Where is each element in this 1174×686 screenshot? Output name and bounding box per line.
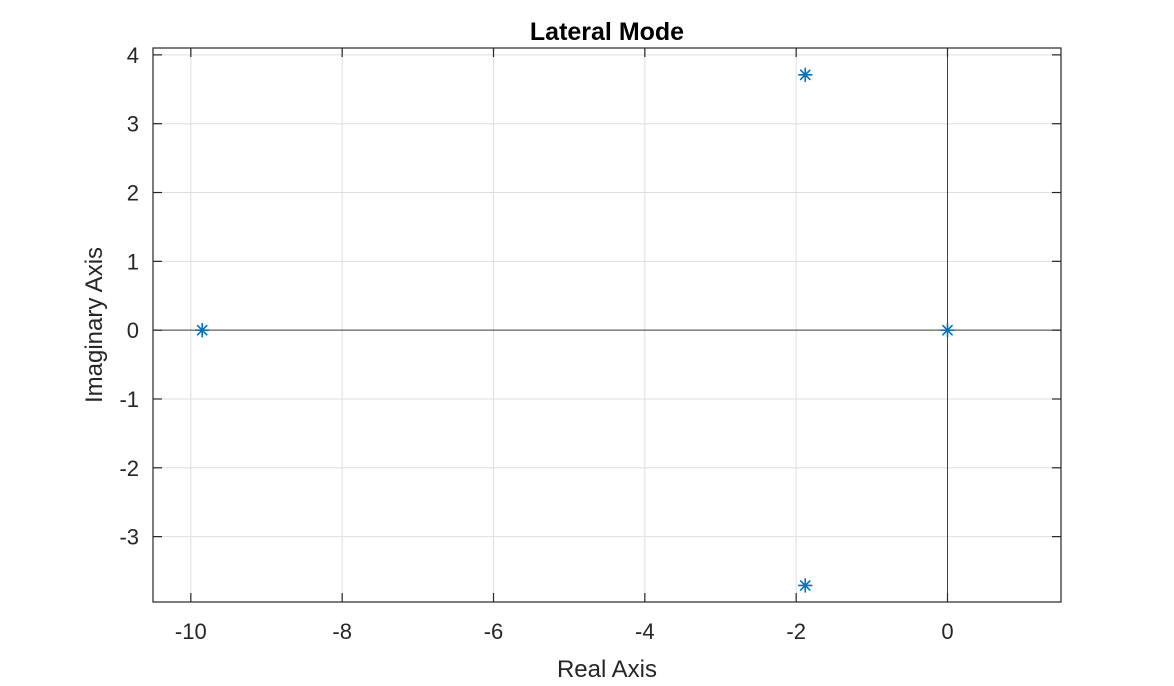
x-tick-label: 0 bbox=[941, 619, 953, 644]
chart-title: Lateral Mode bbox=[530, 18, 684, 46]
pole-marker-stroke bbox=[799, 580, 811, 591]
x-tick-label: -8 bbox=[332, 619, 352, 644]
x-tick-label: -2 bbox=[786, 619, 806, 644]
y-tick-labels: -3 -2 -1 0 1 2 3 4 bbox=[119, 43, 139, 550]
y-tick-label: 0 bbox=[127, 318, 139, 343]
plot-area bbox=[153, 48, 1061, 602]
y-tick-label: 1 bbox=[127, 249, 139, 274]
pole-marker bbox=[797, 578, 813, 593]
pole-markers bbox=[194, 67, 955, 593]
x-axis-label: Real Axis bbox=[557, 656, 657, 683]
pole-marker bbox=[194, 322, 210, 338]
y-tick-label: -3 bbox=[119, 525, 139, 550]
x-tick-label: -4 bbox=[635, 619, 655, 644]
x-tick-label: -6 bbox=[484, 619, 504, 644]
y-tick-label: 4 bbox=[127, 43, 139, 68]
pole-marker bbox=[940, 322, 955, 338]
pole-marker-stroke bbox=[942, 324, 953, 336]
y-tick-label: 2 bbox=[127, 181, 139, 206]
y-tick-label: -1 bbox=[119, 387, 139, 412]
pole-marker-stroke bbox=[799, 69, 811, 81]
pole-marker bbox=[797, 67, 813, 83]
x-tick-labels: -10 -8 -6 -4 -2 0 bbox=[175, 619, 954, 644]
y-tick-label: -2 bbox=[119, 456, 139, 481]
x-tick-label: -10 bbox=[175, 619, 207, 644]
axis-ticks bbox=[153, 48, 1061, 602]
pole-marker-stroke bbox=[196, 324, 208, 336]
y-axis-label: Imaginary Axis bbox=[81, 247, 108, 403]
plot-frame bbox=[152, 47, 1062, 603]
y-tick-label: 3 bbox=[127, 112, 139, 137]
